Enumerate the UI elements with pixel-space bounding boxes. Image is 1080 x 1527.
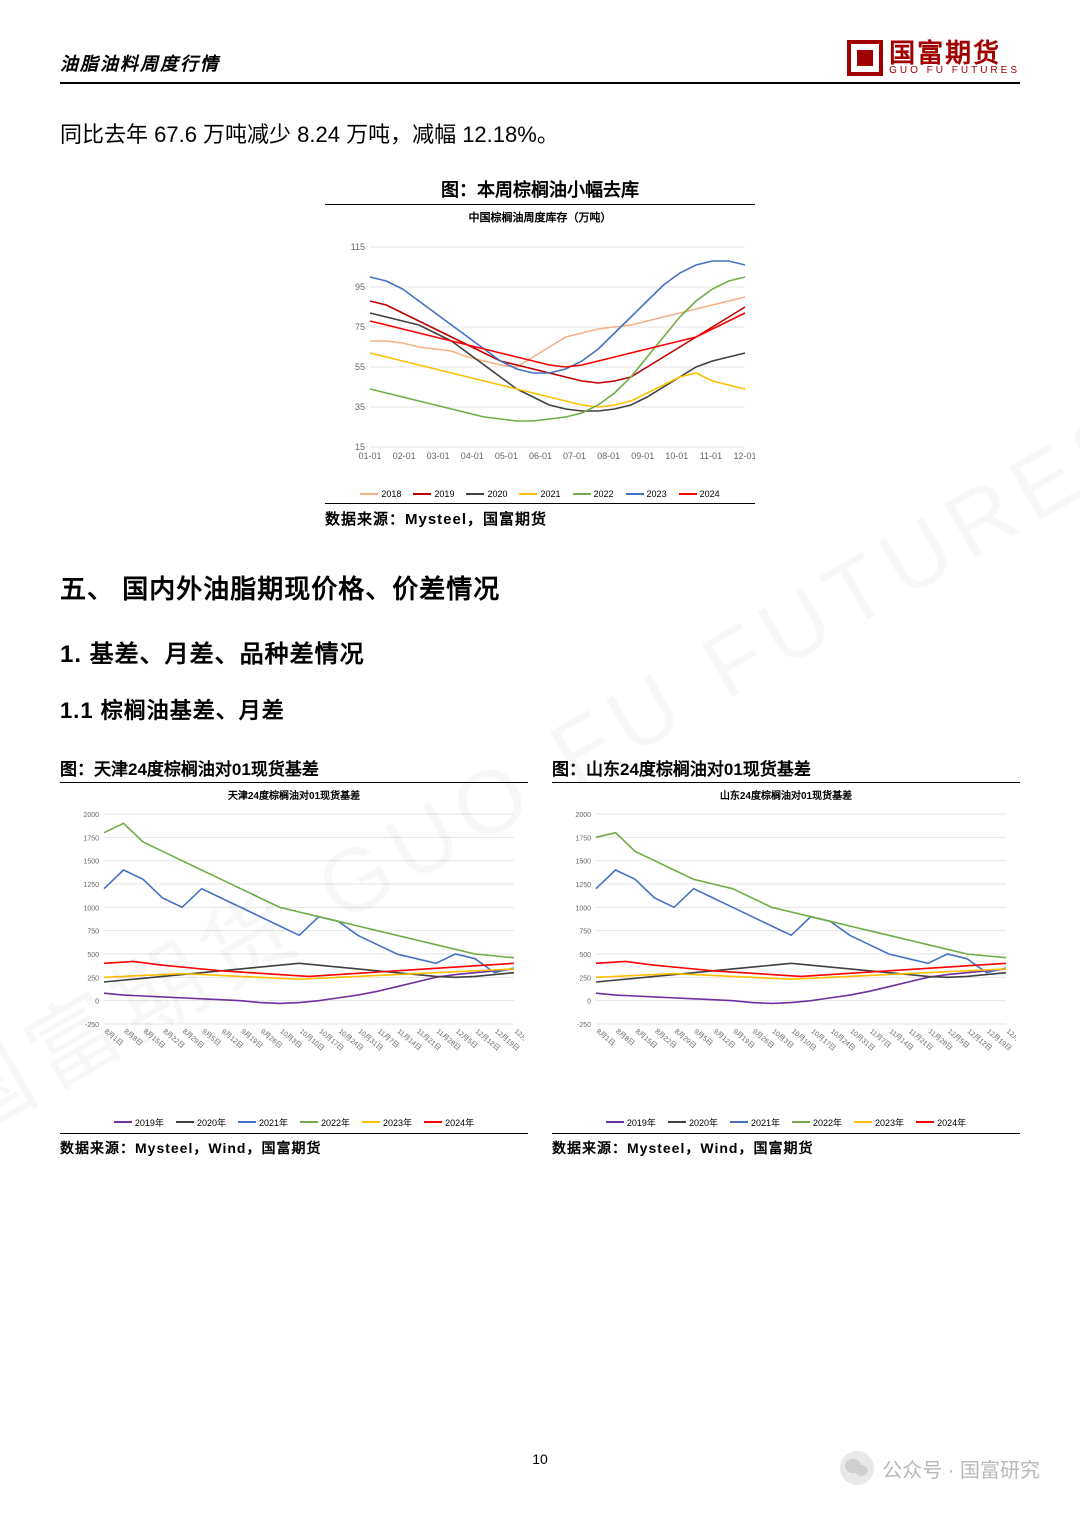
svg-text:04-01: 04-01 [461, 451, 484, 461]
svg-text:1500: 1500 [575, 858, 591, 865]
svg-text:250: 250 [87, 975, 99, 982]
svg-text:1750: 1750 [575, 835, 591, 842]
svg-text:1250: 1250 [83, 882, 99, 889]
svg-text:-250: -250 [577, 1022, 591, 1029]
chart3-subtitle: 山东24度棕榈油对01现货基差 [552, 787, 1020, 802]
section-5-1-1-heading: 1.1 棕榈油基差、月差 [60, 693, 1020, 725]
wechat-label: 公众号 · 国富研究 [882, 1454, 1040, 1483]
svg-text:05-01: 05-01 [495, 451, 518, 461]
doc-title: 油脂油料周度行情 [60, 50, 220, 76]
svg-text:-250: -250 [85, 1022, 99, 1029]
svg-text:8月8日: 8月8日 [614, 1027, 636, 1047]
chart1-legend: 2018 2019 2020 2021 2022 2023 2024 [60, 489, 1020, 499]
svg-text:250: 250 [579, 975, 591, 982]
brand-logo: 国富期货 GUO FU FUTURES [847, 40, 1020, 76]
svg-text:8月1日: 8月1日 [103, 1027, 125, 1047]
svg-text:750: 750 [87, 928, 99, 935]
legend-item: 2022年 [300, 1116, 350, 1129]
svg-text:750: 750 [579, 928, 591, 935]
svg-text:1750: 1750 [83, 835, 99, 842]
legend-item: 2019年 [606, 1116, 656, 1129]
svg-text:8月1日: 8月1日 [595, 1027, 617, 1047]
section-5-1-heading: 1. 基差、月差、品种差情况 [60, 634, 1020, 669]
chart2-block: 图：天津24度棕榈油对01现货基差 天津24度棕榈油对01现货基差 -250 0 2… [60, 755, 528, 1158]
svg-text:02-01: 02-01 [393, 451, 416, 461]
chart3-caption: 图：山东24度棕榈油对01现货基差 [552, 755, 1020, 783]
legend-item: 2020 [466, 489, 507, 499]
legend-item: 2022 [573, 489, 614, 499]
legend-item: 2024年 [916, 1116, 966, 1129]
chart2-legend: 2019年 2020年 2021年 2022年 2023年 2024年 [60, 1116, 528, 1129]
svg-text:35: 35 [355, 402, 365, 412]
legend-item: 2019 [413, 489, 454, 499]
svg-text:1250: 1250 [575, 882, 591, 889]
section-5-heading: 五、 国内外油脂期现价格、价差情况 [60, 569, 1020, 606]
legend-item: 2023年 [854, 1116, 904, 1129]
chart1-block: 图：本周棕榈油小幅去库 中国棕榈油周度库存（万吨） 15355575951150… [60, 176, 1020, 529]
chart2-caption: 图：天津24度棕榈油对01现货基差 [60, 755, 528, 783]
svg-text:06-01: 06-01 [529, 451, 552, 461]
legend-item: 2021 [519, 489, 560, 499]
chart3-source: 数据来源：Mysteel，Wind，国富期货 [552, 1133, 1020, 1158]
legend-item: 2018 [360, 489, 401, 499]
brand-logo-cn: 国富期货 [889, 40, 1020, 66]
chart3-plot: -250 0 250 500 750 1000 1250 1500 1750 2000 8月1日8月… [556, 804, 1016, 1114]
svg-text:07-01: 07-01 [563, 451, 586, 461]
svg-text:8月8日: 8月8日 [122, 1027, 144, 1047]
legend-item: 2021年 [730, 1116, 780, 1129]
legend-item: 2023 [626, 489, 667, 499]
legend-item: 2021年 [238, 1116, 288, 1129]
chart3-legend: 2019年 2020年 2021年 2022年 2023年 2024年 [552, 1116, 1020, 1129]
svg-text:75: 75 [355, 322, 365, 332]
svg-text:1000: 1000 [575, 905, 591, 912]
svg-text:10-01: 10-01 [665, 451, 688, 461]
wechat-footer: 公众号 · 国富研究 [840, 1451, 1040, 1485]
chart3-block: 图：山东24度棕榈油对01现货基差 山东24度棕榈油对01现货基差 -250 0 2… [552, 755, 1020, 1158]
legend-item: 2024 [679, 489, 720, 499]
svg-text:55: 55 [355, 362, 365, 372]
svg-text:12-01: 12-01 [733, 451, 755, 461]
legend-item: 2022年 [792, 1116, 842, 1129]
wechat-icon [840, 1451, 874, 1485]
svg-text:500: 500 [579, 952, 591, 959]
svg-text:115: 115 [351, 242, 365, 252]
chart2-subtitle: 天津24度棕榈油对01现货基差 [60, 787, 528, 802]
svg-text:09-01: 09-01 [631, 451, 654, 461]
chart1-subtitle: 中国棕榈油周度库存（万吨） [60, 209, 1020, 225]
legend-item: 2019年 [114, 1116, 164, 1129]
brand-logo-icon [847, 40, 883, 76]
svg-text:01-01: 01-01 [358, 451, 381, 461]
legend-item: 2023年 [362, 1116, 412, 1129]
brand-logo-en: GUO FU FUTURES [889, 66, 1020, 76]
svg-text:2000: 2000 [83, 812, 99, 819]
legend-item: 2024年 [424, 1116, 474, 1129]
svg-text:03-01: 03-01 [427, 451, 450, 461]
svg-text:95: 95 [355, 282, 365, 292]
svg-text:500: 500 [87, 952, 99, 959]
chart1-caption: 图：本周棕榈油小幅去库 [325, 176, 755, 205]
svg-text:1500: 1500 [83, 858, 99, 865]
legend-item: 2020年 [668, 1116, 718, 1129]
chart1-source: 数据来源：Mysteel，国富期货 [325, 503, 755, 529]
chart1-plot: 153555759511501-0102-0103-0104-0105-0106… [325, 227, 755, 487]
svg-text:08-01: 08-01 [597, 451, 620, 461]
intro-paragraph: 同比去年 67.6 万吨减少 8.24 万吨，减幅 12.18%。 [60, 114, 1020, 156]
chart2-plot: -250 0 250 500 750 1000 1250 1500 1750 2000 8月1日8月… [64, 804, 524, 1114]
chart2-source: 数据来源：Mysteel，Wind，国富期货 [60, 1133, 528, 1158]
svg-text:11-01: 11-01 [700, 451, 722, 461]
svg-text:1000: 1000 [83, 905, 99, 912]
page-header: 油脂油料周度行情 国富期货 GUO FU FUTURES [60, 40, 1020, 84]
svg-text:2000: 2000 [575, 812, 591, 819]
svg-text:0: 0 [587, 998, 591, 1005]
legend-item: 2020年 [176, 1116, 226, 1129]
svg-text:0: 0 [95, 998, 99, 1005]
